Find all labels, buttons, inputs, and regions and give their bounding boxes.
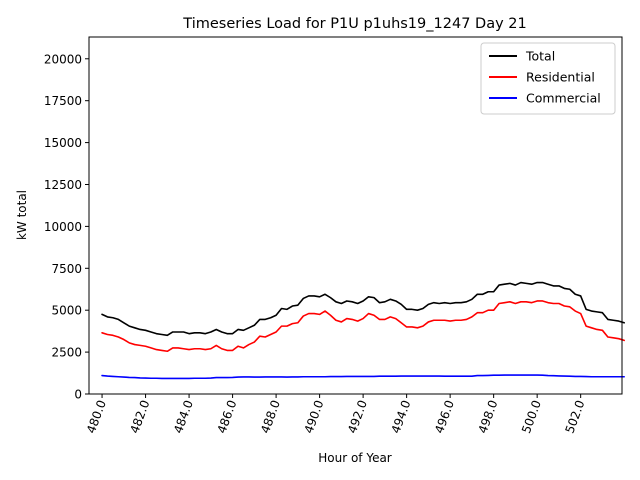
legend: Total Residential Commercial — [480, 42, 616, 115]
y-tick-label: 5000 — [51, 304, 82, 318]
y-tick-label: 15000 — [44, 136, 82, 150]
series-line-residential — [101, 300, 625, 353]
y-tick-label: 20000 — [44, 52, 82, 66]
y-tick-label: 17500 — [44, 94, 82, 108]
legend-frame — [480, 42, 616, 115]
series-lines — [101, 281, 625, 380]
series-line-commercial — [101, 374, 625, 380]
chart-title: Timeseries Load for P1U p1uhs19_1247 Day… — [182, 16, 526, 32]
y-tick-label: 12500 — [44, 178, 82, 192]
series-line-total — [101, 281, 625, 337]
plot-area-frame — [88, 36, 623, 395]
legend-label-residential: Residential — [526, 70, 595, 85]
y-tick-label: 7500 — [51, 262, 82, 276]
y-axis-ticks: 0 2500 5000 7500 10000 12500 15000 17500 20000 — [44, 52, 89, 402]
x-axis-title: Hour of Year — [318, 451, 392, 465]
y-axis-title: kW total — [15, 190, 29, 240]
y-tick-label: 0 — [74, 388, 82, 402]
legend-label-commercial: Commercial — [526, 91, 601, 106]
legend-label-total: Total — [525, 49, 555, 64]
y-tick-label: 2500 — [51, 346, 82, 360]
y-tick-label: 10000 — [44, 220, 82, 234]
